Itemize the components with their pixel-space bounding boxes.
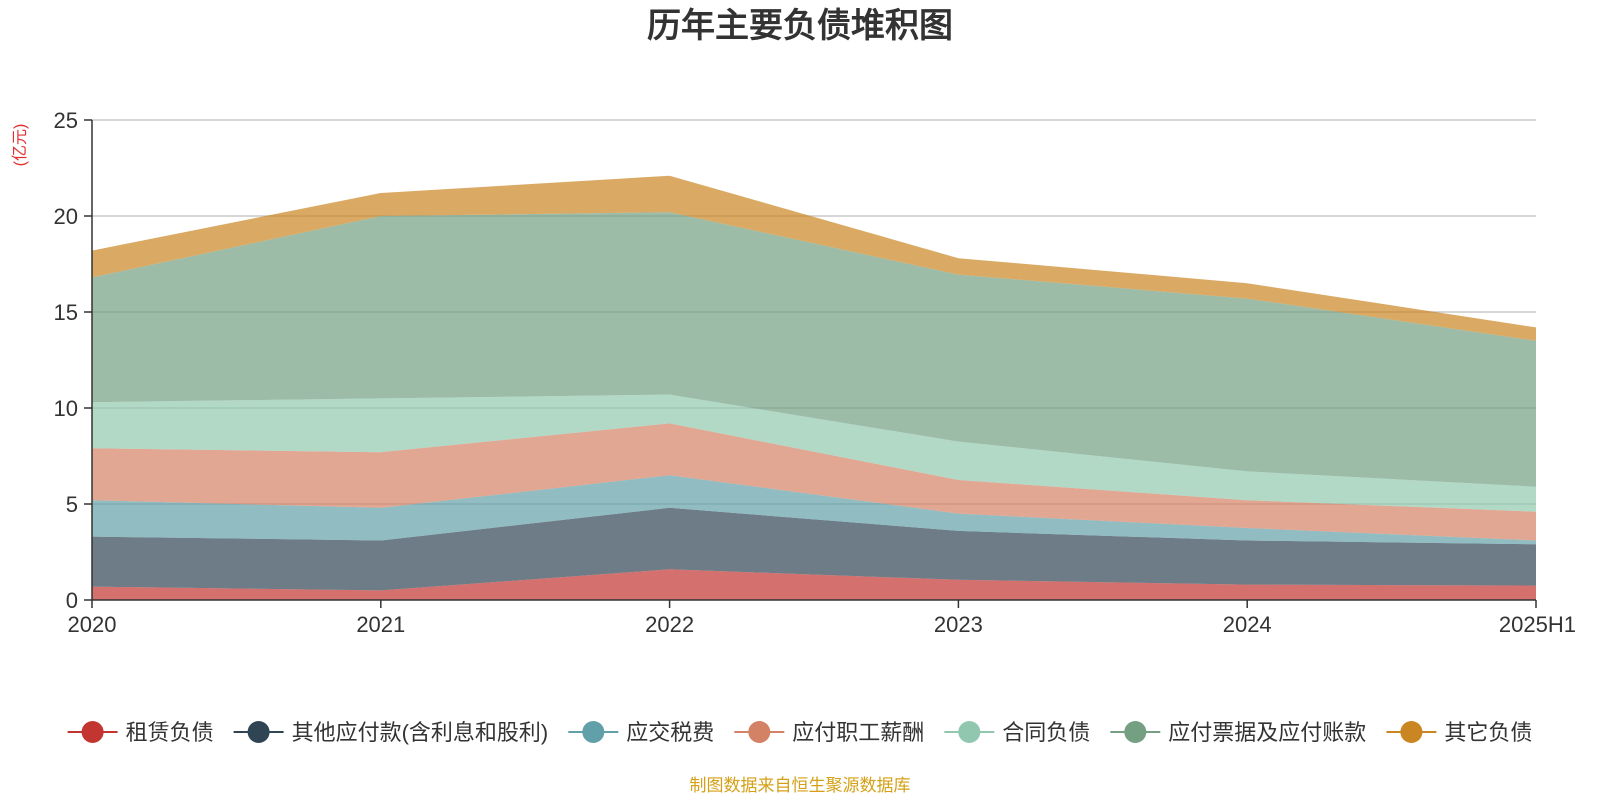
y-axis-unit-label: (亿元) [11,124,29,167]
legend-item-1[interactable]: 租赁负债 [67,720,214,745]
legend-item-6[interactable]: 应付票据及应付账款 [1110,720,1366,745]
legend-marker-icon [958,721,981,743]
area-series-3 [92,475,1536,545]
legend: 租赁负债 其他应付款(含利息和股利) 应交税费 应付职工薪酬 合同负债 应付票据及应付账款… [67,720,1532,745]
y-tick-label: 15 [54,300,78,325]
legend-item-7[interactable]: 其它负债 [1386,720,1532,745]
legend-label: 其他应付款(含利息和股利) [292,720,549,745]
y-tick-label: 10 [54,396,78,421]
area-series-6 [92,212,1536,487]
area-series-5 [92,394,1536,512]
legend-marker-icon [748,721,771,743]
legend-marker-icon [247,721,270,743]
legend-marker-icon [582,721,605,743]
legend-marker-icon [81,721,104,743]
x-tick-label: 2025H1 [1499,612,1576,637]
area-series-group [92,175,1536,600]
area-series-2 [92,507,1536,591]
x-tick-label: 2024 [1223,612,1272,637]
legend-item-3[interactable]: 应交税费 [568,720,714,745]
legend-label: 应付职工薪酬 [792,720,924,745]
x-tick-label: 2023 [934,612,983,637]
area-series-4 [92,423,1536,541]
source-note: 制图数据来自恒生聚源数据库 [690,776,911,795]
y-tick-label: 5 [66,492,78,517]
legend-item-4[interactable]: 应付职工薪酬 [734,720,924,745]
y-tick-label: 20 [54,204,78,229]
y-tick-label: 25 [54,108,78,133]
x-tick-label: 2022 [645,612,694,637]
legend-item-2[interactable]: 其他应付款(含利息和股利) [233,720,549,745]
axes: 0 5 10 15 20 25 2020 2021 2022 2023 2024 2025H1 [54,108,1576,637]
x-tick-label: 2020 [68,612,117,637]
area-series-1 [92,569,1536,600]
legend-label: 应交税费 [626,720,714,745]
y-tick-label: 0 [66,588,78,613]
legend-label: 应付票据及应付账款 [1168,720,1366,745]
chart-title: 历年主要负债堆积图 [647,7,953,45]
legend-label: 其它负债 [1444,720,1532,745]
legend-marker-icon [1124,721,1147,743]
legend-label: 租赁负债 [126,720,214,745]
legend-marker-icon [1400,721,1423,743]
legend-item-5[interactable]: 合同负债 [944,720,1090,745]
x-tick-label: 2021 [356,612,405,637]
legend-label: 合同负债 [1002,720,1090,745]
